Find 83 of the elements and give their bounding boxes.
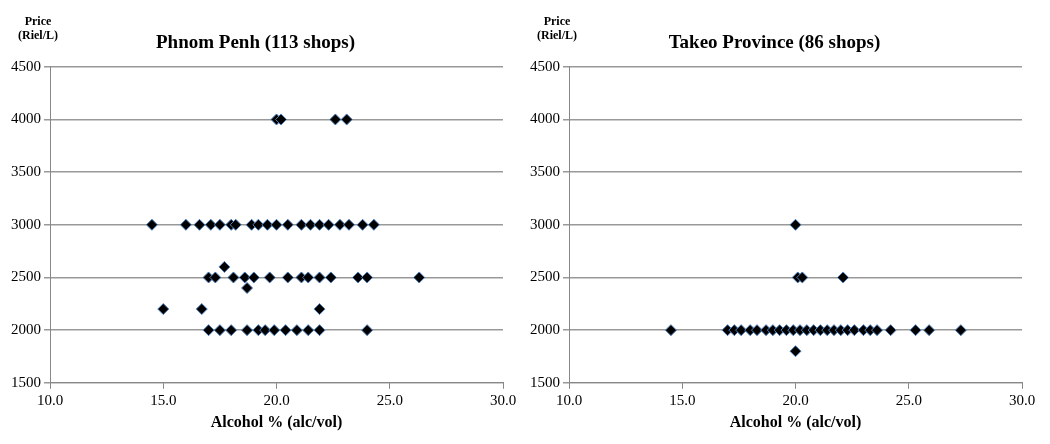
point <box>225 324 238 337</box>
point <box>218 260 231 273</box>
chart-title: Phnom Penh (113 shops) <box>155 31 356 54</box>
point <box>751 324 763 337</box>
y-tick-label: 2500 <box>530 268 560 285</box>
y-tick-label: 2000 <box>530 321 560 338</box>
chart-title: Takeo Province (86 shops) <box>668 31 881 54</box>
y-tick-label: 1500 <box>530 373 560 390</box>
point <box>333 218 346 231</box>
point <box>195 303 208 316</box>
x-tick-label: 20.0 <box>263 391 290 408</box>
point <box>329 113 342 126</box>
point <box>340 113 353 126</box>
x-tick-label: 10.0 <box>36 391 64 408</box>
y-tick-label: 2000 <box>11 321 41 338</box>
y-axis-title: Price (Riel/L) <box>17 14 59 42</box>
point <box>954 324 967 337</box>
point <box>324 271 337 284</box>
x-tick-label: 15.0 <box>150 391 177 408</box>
point <box>413 271 426 284</box>
point <box>367 218 380 231</box>
point <box>193 218 206 231</box>
x-tick-label: 25.0 <box>895 391 922 408</box>
y-axis-title: Price (Riel/L) <box>536 14 578 42</box>
point <box>204 218 217 231</box>
point <box>279 324 292 337</box>
point <box>789 345 802 358</box>
point <box>213 218 226 231</box>
point <box>322 218 335 231</box>
x-tick-label: 15.0 <box>669 391 696 408</box>
y-tick-label: 3000 <box>530 215 560 232</box>
point <box>361 271 374 284</box>
point <box>313 271 326 284</box>
point <box>281 218 294 231</box>
point <box>923 324 936 337</box>
point <box>157 303 170 316</box>
y-tick-label: 3500 <box>530 163 560 180</box>
point <box>302 324 315 337</box>
y-tick-label: 2500 <box>11 268 41 285</box>
point <box>796 271 809 284</box>
point <box>213 324 226 337</box>
point <box>263 271 276 284</box>
x-axis-title: Alcohol % (alc/vol) <box>210 412 343 431</box>
point <box>664 324 677 337</box>
point <box>313 303 326 316</box>
point <box>342 218 355 231</box>
point <box>909 324 922 337</box>
point <box>238 271 251 284</box>
y-tick-label: 4000 <box>11 110 41 127</box>
x-tick-label: 10.0 <box>555 391 583 408</box>
x-tick-label: 30.0 <box>1008 391 1036 408</box>
x-tick-label: 30.0 <box>489 391 517 408</box>
point <box>361 324 374 337</box>
y-tick-label: 4500 <box>11 57 41 74</box>
point <box>268 324 281 337</box>
point <box>270 218 283 231</box>
y-tick-label: 1500 <box>11 373 41 390</box>
point <box>871 324 884 337</box>
y-tick-label: 3500 <box>11 163 41 180</box>
point <box>209 271 222 284</box>
point <box>202 324 215 337</box>
point <box>302 271 315 284</box>
point <box>290 324 303 337</box>
point <box>275 113 288 126</box>
y-tick-label: 4000 <box>530 110 560 127</box>
x-tick-label: 20.0 <box>782 391 809 408</box>
point <box>247 271 260 284</box>
point <box>241 324 254 337</box>
point <box>227 271 240 284</box>
point <box>229 218 242 231</box>
point <box>281 271 294 284</box>
y-tick-label: 4500 <box>530 57 560 74</box>
point <box>241 282 254 294</box>
point <box>789 218 802 231</box>
point <box>313 324 326 337</box>
x-axis-title: Alcohol % (alc/vol) <box>729 412 862 431</box>
point <box>179 218 192 231</box>
y-tick-label: 3000 <box>11 215 41 232</box>
point <box>884 324 897 337</box>
point <box>837 271 850 284</box>
point <box>356 218 369 231</box>
x-tick-label: 25.0 <box>376 391 403 408</box>
point <box>145 218 158 231</box>
